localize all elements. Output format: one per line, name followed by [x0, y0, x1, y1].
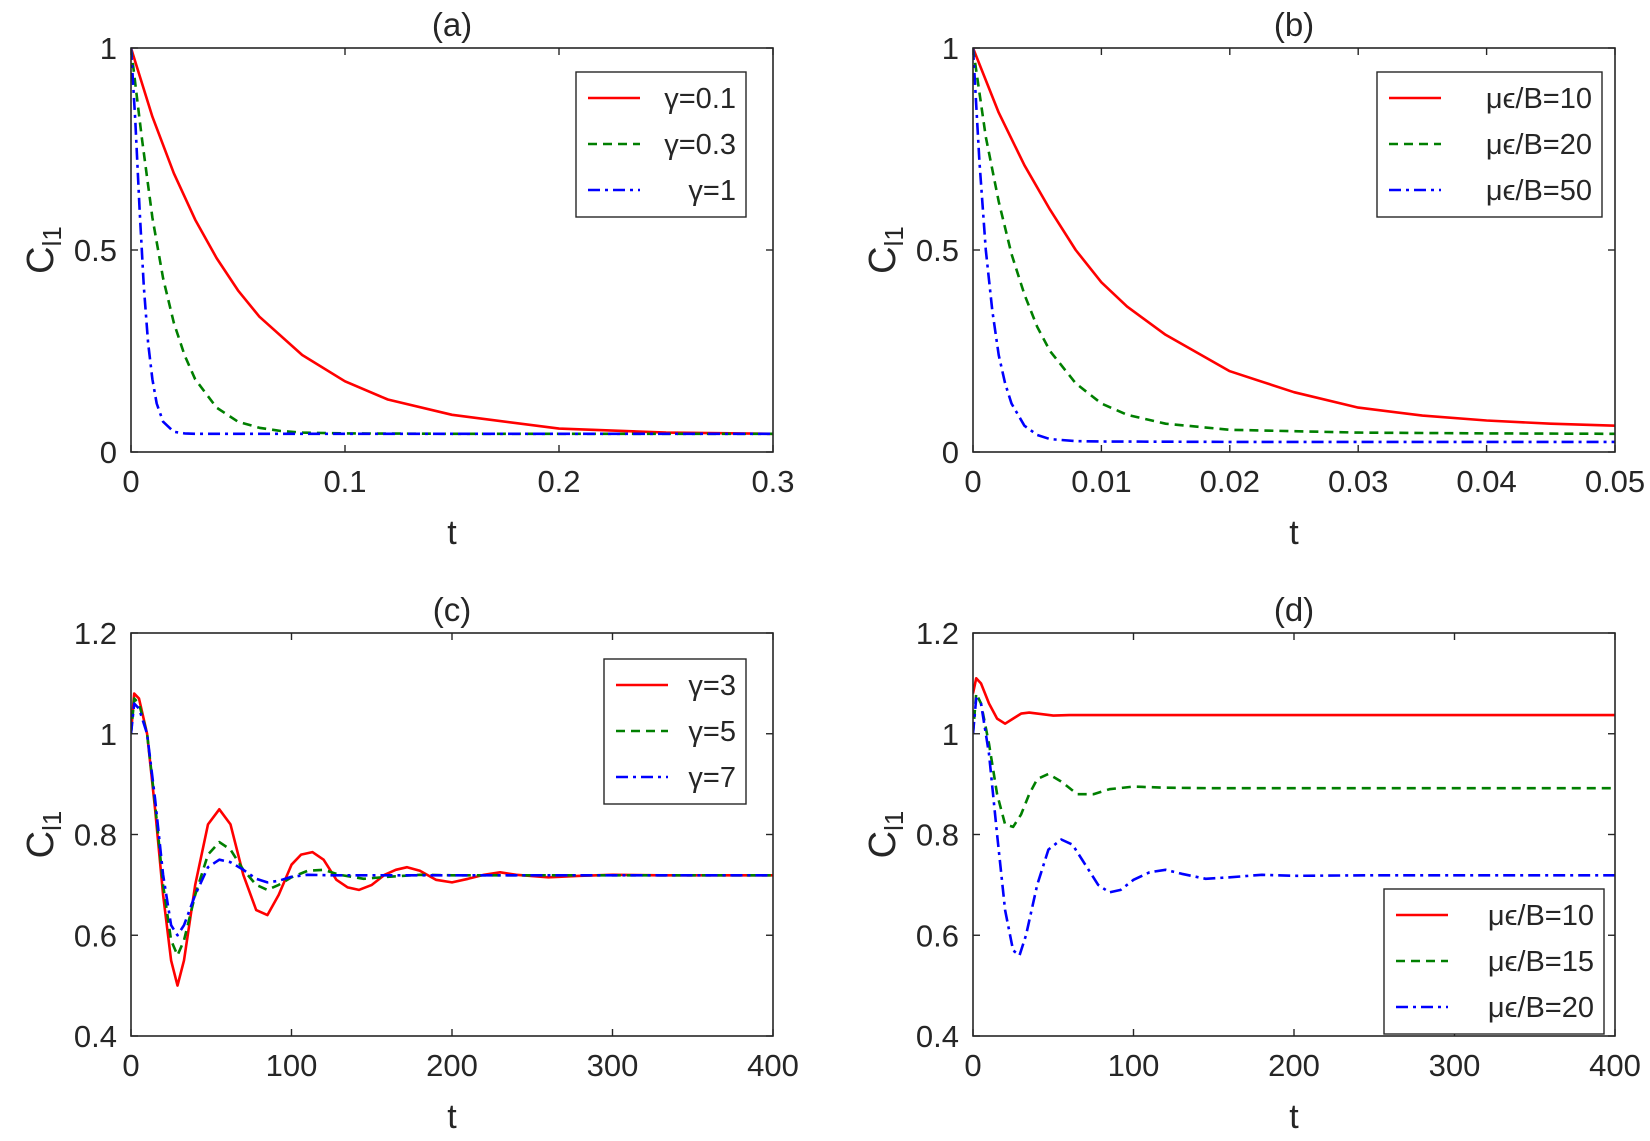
x-tick-label: 100	[266, 1048, 318, 1083]
series-line-1	[973, 677, 1615, 725]
y-tick-label: 0.4	[916, 1019, 959, 1054]
y-tick-label: 1	[100, 31, 117, 66]
x-axis-label: t	[1289, 1098, 1299, 1136]
series-line-3	[973, 48, 1615, 444]
series-line-1	[131, 48, 773, 436]
y-tick-label: 0.4	[74, 1019, 117, 1054]
y-tick-label: 1	[100, 717, 117, 752]
y-tick-label: 0.8	[74, 818, 117, 853]
series-line-2	[973, 692, 1615, 829]
x-axis-label: t	[447, 514, 457, 552]
chart-panel-2: 0 0.01 0.02 0.03 0.04 0.05 0 0.5 1 (b) t Cl1 μϵ/B=10…	[862, 6, 1645, 552]
legend-label-2: γ=0.3	[664, 129, 736, 161]
series-line-1	[131, 692, 773, 987]
series-line-3	[973, 697, 1615, 957]
y-tick-label: 1	[942, 31, 959, 66]
y-tick-label: 0.5	[74, 233, 117, 268]
x-axis-label: t	[447, 1098, 457, 1136]
legend-label-2: μϵ/B=20	[1486, 129, 1592, 161]
series-line-1	[973, 48, 1615, 427]
chart-title: (c)	[433, 591, 471, 628]
legend-label-3: γ=7	[688, 762, 736, 794]
legend-label-1: γ=0.1	[664, 83, 736, 115]
legend: γ=3 γ=5 γ=7	[603, 658, 747, 805]
x-tick-label: 0.03	[1328, 464, 1388, 499]
x-axis-label: t	[1289, 514, 1299, 552]
y-tick-label: 1.2	[916, 616, 959, 651]
y-tick-label: 0.6	[74, 918, 117, 953]
x-tick-label: 0	[122, 1048, 139, 1083]
legend-box	[1376, 71, 1603, 218]
series-line-3	[131, 48, 773, 436]
y-tick-label: 0	[942, 435, 959, 470]
x-tick-label: 0	[964, 464, 981, 499]
x-tick-label: 200	[1268, 1048, 1320, 1083]
y-tick-label: 1	[942, 717, 959, 752]
x-tick-label: 0.05	[1585, 464, 1645, 499]
legend-label-2: γ=5	[688, 716, 736, 748]
legend-box	[1383, 888, 1605, 1035]
series-line-2	[131, 48, 773, 436]
legend-label-3: μϵ/B=20	[1488, 992, 1594, 1024]
x-tick-label: 0.02	[1200, 464, 1260, 499]
y-tick-label: 0.5	[916, 233, 959, 268]
x-tick-label: 300	[1429, 1048, 1481, 1083]
legend-label-1: μϵ/B=10	[1488, 900, 1594, 932]
y-tick-label: 0.8	[916, 818, 959, 853]
x-tick-label: 0	[122, 464, 139, 499]
legend-label-1: γ=3	[688, 670, 736, 702]
y-axis-label: Cl1	[862, 226, 909, 274]
chart-panel-4: 0 100 200 300 400 0.4 0.6 0.8 1 1.2 (d) t Cl1 μϵ/B=10…	[862, 591, 1641, 1136]
x-tick-label: 0	[964, 1048, 981, 1083]
y-axis-label: Cl1	[862, 811, 909, 859]
chart-title: (d)	[1274, 591, 1314, 628]
legend: μϵ/B=10 μϵ/B=20 μϵ/B=50	[1376, 71, 1603, 218]
y-tick-label: 0.6	[916, 918, 959, 953]
x-tick-label: 0.01	[1071, 464, 1131, 499]
x-tick-label: 0.2	[537, 464, 580, 499]
chart-panel-3: 0 100 200 300 4000.40.60.811.2(c)tCl1γ=3γ=5γ…	[20, 591, 799, 1136]
legend-label-3: μϵ/B=50	[1486, 175, 1592, 207]
x-tick-label: 0.1	[323, 464, 366, 499]
legend: γ=0.1 γ=0.3 γ=1	[575, 71, 747, 218]
x-tick-label: 100	[1108, 1048, 1160, 1083]
y-axis-label: Cl1	[20, 811, 67, 859]
legend-label-2: μϵ/B=15	[1488, 946, 1594, 978]
chart-title: (b)	[1274, 6, 1314, 43]
chart-title: (a)	[432, 6, 472, 43]
x-tick-label: 0.3	[751, 464, 794, 499]
y-tick-label: 1.2	[74, 616, 117, 651]
x-tick-label: 0.04	[1456, 464, 1516, 499]
x-tick-label: 300	[587, 1048, 639, 1083]
x-tick-label: 400	[747, 1048, 799, 1083]
series-line-2	[973, 48, 1615, 436]
legend-label-3: γ=1	[688, 175, 736, 207]
x-tick-label: 400	[1589, 1048, 1641, 1083]
series-line-3	[131, 702, 773, 937]
x-tick-label: 200	[426, 1048, 478, 1083]
legend-label-1: μϵ/B=10	[1486, 83, 1592, 115]
y-tick-label: 0	[100, 435, 117, 470]
y-axis-label: Cl1	[20, 226, 67, 274]
legend: μϵ/B=10 μϵ/B=15 μϵ/B=20	[1383, 888, 1605, 1035]
chart-panel-1: 0 0.1 0.2 0.3 0 0.5 1 (a) t Cl1 γ=0.1 γ=0.3 γ=1	[20, 6, 795, 552]
legend-box	[603, 658, 747, 805]
